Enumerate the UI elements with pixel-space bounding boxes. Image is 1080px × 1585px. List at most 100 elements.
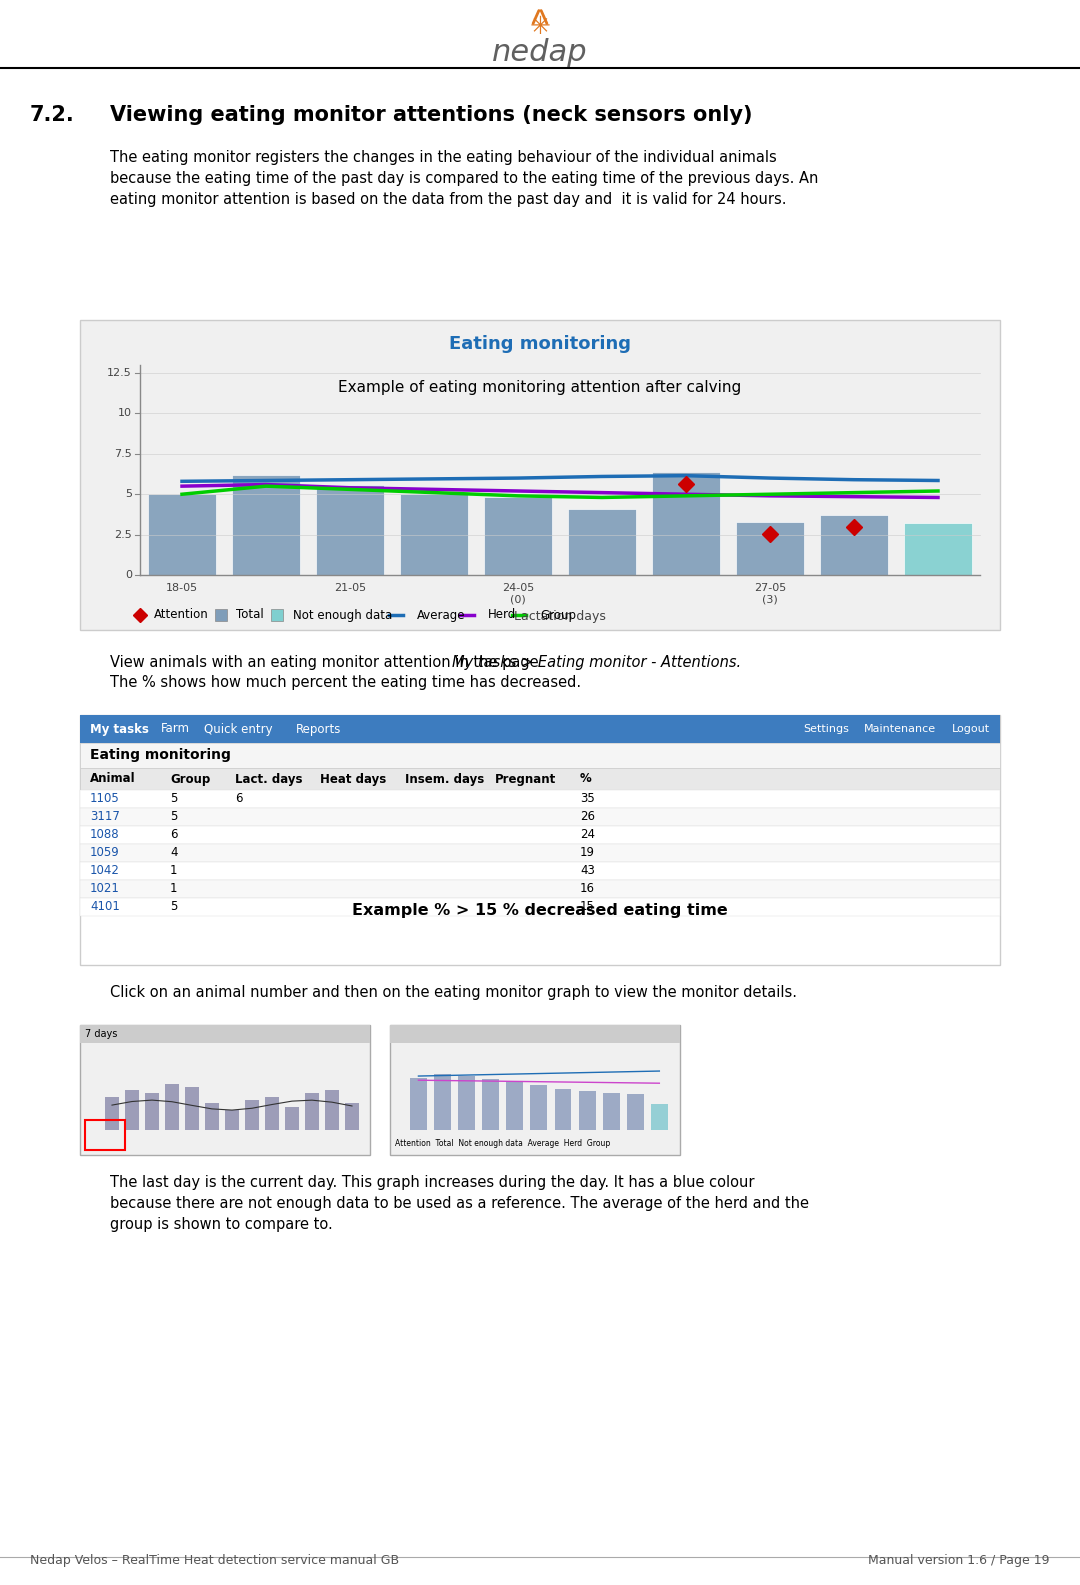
- Bar: [245, 1100, 259, 1130]
- Text: 5: 5: [170, 810, 177, 824]
- Text: Eating monitoring: Eating monitoring: [449, 334, 631, 353]
- Text: nedap: nedap: [492, 38, 588, 67]
- Text: 16: 16: [580, 883, 595, 896]
- Text: 3117: 3117: [90, 810, 120, 824]
- Bar: [225, 1110, 239, 1130]
- Bar: [80, 843, 1000, 862]
- Text: 1021: 1021: [90, 883, 120, 896]
- Text: 5: 5: [170, 900, 177, 913]
- Bar: [485, 498, 552, 575]
- Text: 12.5: 12.5: [107, 368, 132, 379]
- Text: Herd: Herd: [488, 609, 516, 621]
- Text: My tasks: My tasks: [90, 723, 149, 735]
- Text: 6: 6: [235, 792, 243, 805]
- Bar: [205, 1103, 219, 1130]
- Text: Logout: Logout: [951, 724, 990, 734]
- Text: Farm: Farm: [161, 723, 190, 735]
- Bar: [821, 515, 888, 575]
- Text: View animals with an eating monitor attention in the page: View animals with an eating monitor atte…: [110, 655, 543, 670]
- Bar: [148, 495, 216, 575]
- Bar: [85, 1121, 125, 1151]
- Text: 19: 19: [580, 846, 595, 859]
- Text: 7.2.: 7.2.: [30, 105, 75, 125]
- Text: 4: 4: [170, 846, 177, 859]
- Text: 0: 0: [125, 571, 132, 580]
- Text: 24: 24: [580, 829, 595, 842]
- Text: Average: Average: [417, 609, 465, 621]
- Text: 10: 10: [118, 409, 132, 418]
- Text: Not enough data: Not enough data: [293, 609, 392, 621]
- Text: 1: 1: [170, 883, 177, 896]
- Text: 43: 43: [580, 864, 595, 878]
- Text: 15: 15: [580, 900, 595, 913]
- Text: 1105: 1105: [90, 792, 120, 805]
- Text: 2.5: 2.5: [114, 529, 132, 539]
- Text: 1042: 1042: [90, 864, 120, 878]
- Bar: [603, 1092, 620, 1130]
- Bar: [325, 1090, 339, 1130]
- Bar: [232, 476, 299, 575]
- Text: Animal: Animal: [90, 772, 136, 786]
- Bar: [80, 1025, 370, 1155]
- Bar: [458, 1076, 475, 1130]
- Bar: [651, 1103, 667, 1130]
- Bar: [215, 609, 227, 621]
- Text: Attention: Attention: [154, 609, 208, 621]
- Text: ✳: ✳: [529, 14, 551, 40]
- Bar: [316, 485, 383, 575]
- Bar: [390, 1025, 680, 1043]
- Text: The eating monitor registers the changes in the eating behaviour of the individu: The eating monitor registers the changes…: [110, 151, 819, 208]
- Bar: [80, 899, 1000, 916]
- Bar: [165, 1084, 179, 1130]
- Text: Example of eating monitoring attention after calving: Example of eating monitoring attention a…: [338, 380, 742, 395]
- Text: 1088: 1088: [90, 829, 120, 842]
- Bar: [530, 1086, 548, 1130]
- Bar: [80, 789, 1000, 808]
- Bar: [265, 1097, 279, 1130]
- Text: 18-05: 18-05: [166, 583, 198, 593]
- Text: 4101: 4101: [90, 900, 120, 913]
- Bar: [652, 472, 719, 575]
- Text: Eating monitoring: Eating monitoring: [90, 748, 231, 762]
- Bar: [626, 1094, 644, 1130]
- Text: My tasks > Eating monitor - Attentions.: My tasks > Eating monitor - Attentions.: [453, 655, 741, 670]
- Text: 35: 35: [580, 792, 595, 805]
- Text: 5: 5: [125, 490, 132, 499]
- Text: The last day is the current day. This graph increases during the day. It has a b: The last day is the current day. This gr…: [110, 1174, 809, 1232]
- Text: 6: 6: [170, 829, 177, 842]
- Bar: [568, 509, 636, 575]
- Bar: [80, 715, 1000, 965]
- Text: Group: Group: [170, 772, 211, 786]
- Bar: [185, 1087, 199, 1130]
- Text: Manual version 1.6 / Page 19: Manual version 1.6 / Page 19: [868, 1553, 1050, 1568]
- Bar: [434, 1075, 451, 1130]
- Bar: [80, 1025, 370, 1043]
- Text: Insem. days: Insem. days: [405, 772, 484, 786]
- Bar: [105, 1097, 119, 1130]
- Text: Attention  Total  Not enough data  Average  Herd  Group: Attention Total Not enough data Average …: [395, 1138, 610, 1148]
- Bar: [271, 609, 283, 621]
- Bar: [80, 743, 1000, 769]
- Bar: [390, 1025, 680, 1155]
- Bar: [401, 495, 468, 575]
- Bar: [345, 1103, 359, 1130]
- Bar: [80, 715, 1000, 743]
- Bar: [80, 880, 1000, 899]
- Text: Lactation days: Lactation days: [514, 610, 606, 623]
- Text: Nedap Velos – RealTime Heat detection service manual GB: Nedap Velos – RealTime Heat detection se…: [30, 1553, 400, 1568]
- Bar: [145, 1094, 159, 1130]
- Bar: [554, 1089, 571, 1130]
- Bar: [483, 1079, 499, 1130]
- Bar: [737, 521, 804, 575]
- Text: Total: Total: [237, 609, 265, 621]
- Bar: [80, 320, 1000, 629]
- Bar: [80, 808, 1000, 826]
- Text: 1059: 1059: [90, 846, 120, 859]
- Text: Pregnant: Pregnant: [495, 772, 556, 786]
- Text: 7.5: 7.5: [114, 449, 132, 458]
- Bar: [507, 1081, 523, 1130]
- Text: Viewing eating monitor attentions (neck sensors only): Viewing eating monitor attentions (neck …: [110, 105, 753, 125]
- Bar: [410, 1078, 427, 1130]
- Text: Reports: Reports: [296, 723, 341, 735]
- Text: 27-05
(3): 27-05 (3): [754, 583, 786, 604]
